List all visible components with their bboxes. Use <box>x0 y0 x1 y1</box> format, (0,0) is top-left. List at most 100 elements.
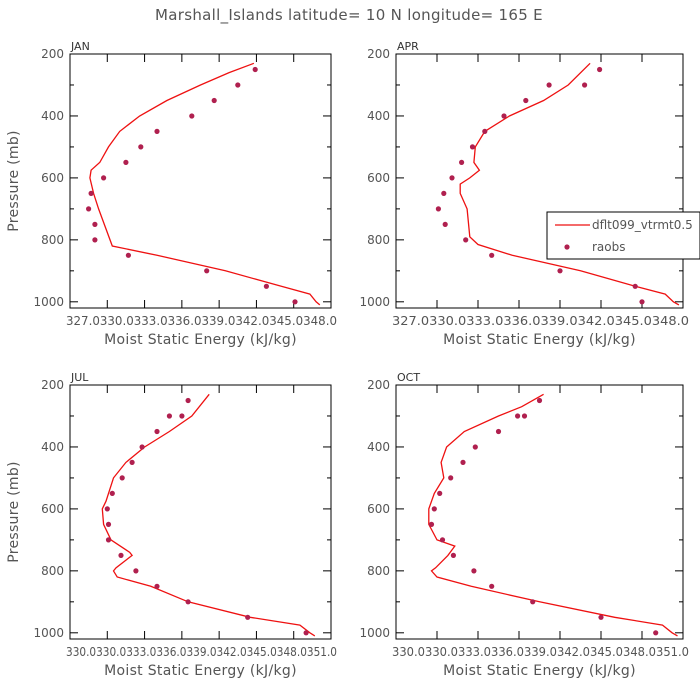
ytick-label-jan: 800 <box>41 233 64 247</box>
obs-point-jul <box>118 552 124 559</box>
panel-jul: JUL 200 400 600 800 1000330.0330.0333.0336.03… <box>6 371 337 679</box>
legend-box <box>546 211 700 260</box>
plot-frame-jul <box>69 384 332 640</box>
figure-title: Marshall_Islands latitude= 10 N longitud… <box>155 6 543 25</box>
plot-frame-jan <box>69 53 332 309</box>
obs-point-jan <box>263 283 269 289</box>
xtick-labels-jan: 327.0330.0333.0336.0339.0342.0345.0348.0 <box>66 314 337 328</box>
ytick-label-apr: 1000 <box>359 295 390 309</box>
legend-obs-label: raobs <box>592 240 626 254</box>
ytick-label-jan: 1000 <box>33 295 64 309</box>
obs-point-oct <box>450 552 456 559</box>
obs-point-jan <box>123 159 129 165</box>
ytick-label-apr: 600 <box>367 171 390 185</box>
obs-point-oct <box>460 459 466 465</box>
obs-point-jul <box>133 568 139 574</box>
ytick-label-apr: 200 <box>367 47 390 61</box>
model-line-apr <box>459 62 680 306</box>
panels: JAN2004006008001000327.0330.0333.0336.03… <box>6 40 689 679</box>
ytick-label-jan: 400 <box>41 109 64 123</box>
ytick-label-oct: 200 <box>367 378 390 392</box>
obs-point-jan <box>125 252 131 258</box>
obs-point-apr <box>501 113 507 119</box>
ytick-label-jan: 200 <box>41 47 64 61</box>
xtick-labels-apr: 327.0330.0333.0336.0339.0342.0345.0348.0 <box>392 314 689 328</box>
obs-point-apr <box>582 82 588 88</box>
obs-point-oct <box>471 568 477 574</box>
obs-point-apr <box>469 144 476 150</box>
obs-point-apr <box>449 175 455 181</box>
panel-label-jul: JUL <box>70 371 89 384</box>
legend-model-label: dflt099_vtrmt0.5 <box>592 218 693 232</box>
model-line-jul <box>101 393 316 637</box>
model-line-jan <box>89 62 321 306</box>
obs-point-oct <box>439 537 446 543</box>
xaxis-label-apr: Moist Static Energy (kJ/kg) <box>443 332 636 348</box>
panel-jan: JAN 200 400 600 800 1000327.0330.0333.0336.03… <box>6 40 337 348</box>
obs-point-jul <box>245 614 251 620</box>
obs-point-oct <box>437 490 443 496</box>
obs-point-jul <box>104 506 110 512</box>
obs-point-jan <box>292 299 298 305</box>
obs-point-oct <box>428 521 435 528</box>
obs-point-apr <box>489 252 495 258</box>
model-line-oct <box>428 393 678 637</box>
xaxis-label-jan: Moist Static Energy (kJ/kg) <box>104 332 297 348</box>
obs-point-apr <box>463 237 469 243</box>
obs-point-jul <box>109 490 115 496</box>
panel-apr: APR 200 400 600 800 1000327.0330.0333.0336.03… <box>359 40 689 348</box>
xtick-labels-oct: 330.0330.0333.0336.0339.0342.0345.0348.0… <box>392 645 689 659</box>
obs-point-oct <box>515 413 521 419</box>
obs-point-apr <box>435 206 441 212</box>
plot-frame-apr <box>395 53 684 309</box>
xaxis-label-oct: Moist Static Energy (kJ/kg) <box>443 663 636 679</box>
obs-point-jan <box>252 66 258 73</box>
obs-point-jan <box>235 82 241 88</box>
obs-point-jul <box>154 428 160 435</box>
ytick-label-oct: 400 <box>367 440 390 454</box>
yaxis-label-jul: Pressure (mb) <box>6 461 22 563</box>
obs-point-jan <box>204 268 210 274</box>
ytick-label-apr: 400 <box>367 109 390 123</box>
ytick-label-jul: 600 <box>41 502 64 516</box>
obs-point-jan <box>92 221 98 227</box>
yaxis-label-jan: Pressure (mb) <box>6 130 22 232</box>
obs-point-jan <box>88 190 94 196</box>
panel-label-oct: OCT <box>397 371 420 384</box>
panel-oct: OCT 200 400 600 800 1000330.0330.0333.0336.03… <box>359 371 689 679</box>
obs-point-oct <box>495 428 502 435</box>
obs-point-jul <box>139 444 145 450</box>
obs-point-jan <box>138 144 144 150</box>
obs-point-jul <box>129 459 135 465</box>
ytick-label-oct: 600 <box>367 502 390 516</box>
obs-point-apr <box>557 268 563 274</box>
obs-point-jul <box>303 630 309 636</box>
obs-point-jul <box>179 413 185 419</box>
obs-point-jul <box>166 413 172 419</box>
xaxis-label-jul: Moist Static Energy (kJ/kg) <box>104 663 297 679</box>
obs-point-apr <box>441 190 447 196</box>
obs-point-apr <box>639 299 645 305</box>
obs-point-jan <box>92 237 98 243</box>
ytick-label-jan: 600 <box>41 171 64 185</box>
obs-point-jan <box>211 97 217 104</box>
obs-point-jul <box>105 521 112 528</box>
obs-point-oct <box>521 413 528 419</box>
obs-point-apr <box>632 283 638 289</box>
obs-point-jul <box>185 397 191 404</box>
panel-label-jan: JAN <box>70 40 90 53</box>
obs-point-apr <box>597 66 603 73</box>
obs-point-jul <box>185 599 191 605</box>
obs-point-jan <box>86 206 92 212</box>
xtick-labels-jul: 330.0330.0333.0336.0339.0342.0345.0348.0… <box>66 645 337 659</box>
obs-point-oct <box>653 630 659 636</box>
obs-point-apr <box>442 221 448 227</box>
obs-point-jan <box>189 113 195 119</box>
obs-point-apr <box>546 82 552 88</box>
obs-point-oct <box>431 506 437 512</box>
obs-point-oct <box>598 614 604 620</box>
obs-point-jul <box>154 583 160 589</box>
obs-point-oct <box>448 475 454 481</box>
ytick-label-apr: 800 <box>367 233 390 247</box>
